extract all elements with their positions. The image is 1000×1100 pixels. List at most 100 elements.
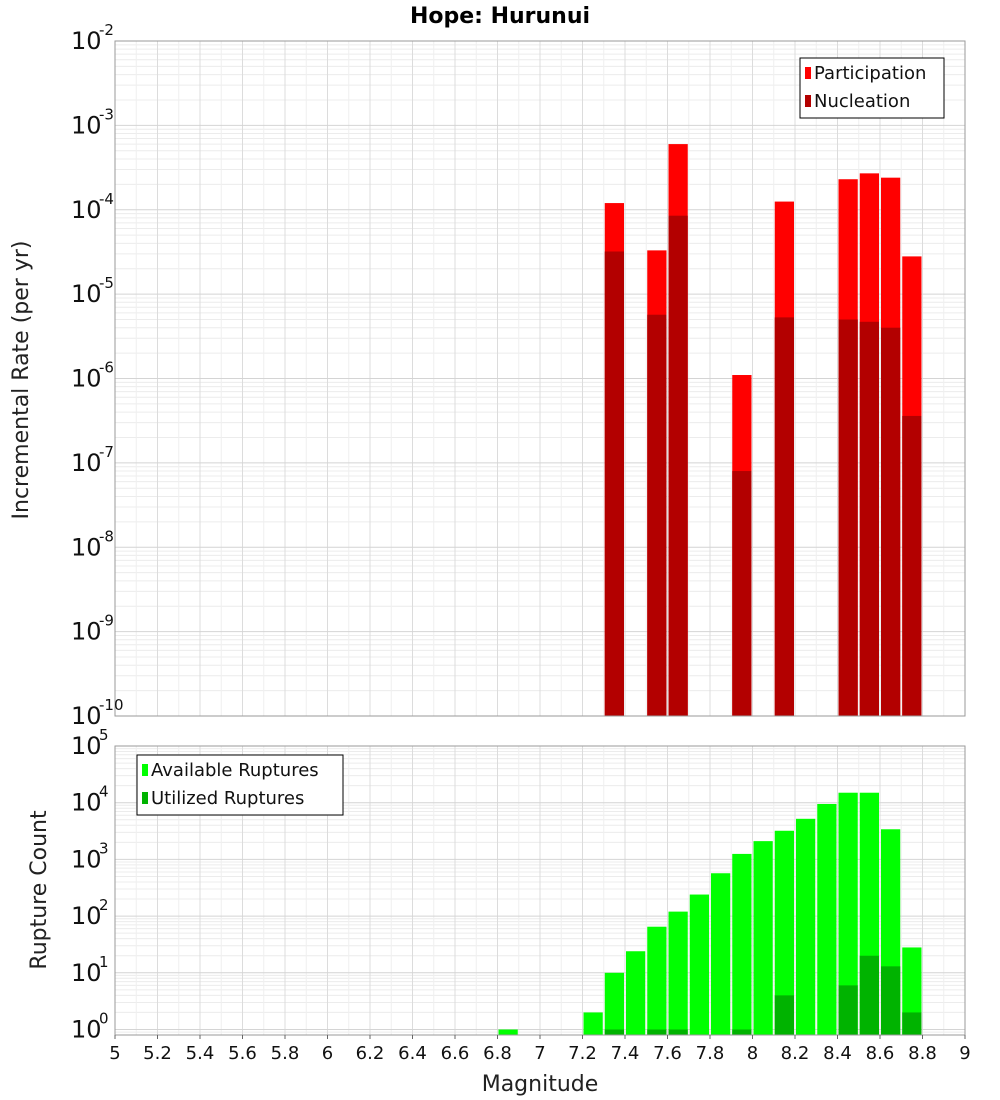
bottom-legend-label: Utilized Ruptures: [151, 788, 304, 809]
top-plot-frame: [114, 40, 966, 717]
x-tick-label: 7.8: [696, 1043, 725, 1064]
x-tick-label: 7.4: [611, 1043, 640, 1064]
top-bar-s2: [774, 317, 794, 716]
x-tick-label: 7: [534, 1043, 545, 1064]
top-y-tick-label: 10: [71, 280, 102, 308]
top-legend-swatch: [805, 67, 811, 79]
x-tick-label: 5.2: [143, 1043, 172, 1064]
x-tick-label: 9: [959, 1043, 970, 1064]
x-axis-label: Magnitude: [482, 1072, 599, 1097]
bottom-bar-s1: [604, 972, 624, 1035]
top-bar-s2: [838, 319, 858, 716]
top-legend-label: Participation: [814, 63, 926, 84]
x-tick-label: 8.4: [823, 1043, 852, 1064]
top-y-tick-exponent: -10: [99, 696, 124, 714]
bottom-y-axis-label: Rupture Count: [27, 810, 52, 970]
top-y-tick-exponent: -4: [99, 190, 114, 208]
top-bar-s2: [668, 215, 688, 717]
bottom-bar-s2: [838, 985, 858, 1035]
top-y-tick-exponent: -7: [99, 443, 114, 461]
top-bar-s2: [859, 321, 879, 716]
bottom-bar-s1: [817, 803, 837, 1035]
bottom-bar-s2: [774, 995, 794, 1035]
top-legend-box: [799, 57, 945, 119]
bottom-y-tick-label: 10: [71, 789, 102, 817]
top-y-tick-label: 10: [71, 533, 102, 561]
bottom-bar-s1: [626, 951, 646, 1035]
top-y-tick-exponent: -6: [99, 359, 114, 377]
bottom-legend-box: [136, 754, 344, 816]
bottom-bar-s1: [753, 841, 773, 1035]
bottom-bar-s1: [774, 830, 794, 1035]
bottom-bar-s2: [604, 1029, 624, 1035]
x-tick-label: 6.4: [398, 1043, 427, 1064]
bottom-bar-s1: [498, 1029, 518, 1035]
top-legend-label: Nucleation: [814, 91, 910, 112]
x-tick-label: 8.2: [781, 1043, 810, 1064]
top-y-tick-label: 10: [71, 449, 102, 477]
top-y-tick-label: 10: [71, 27, 102, 55]
x-tick-label: 8.8: [908, 1043, 937, 1064]
bottom-y-tick-exponent: 5: [99, 726, 109, 744]
bottom-bar-s2: [859, 955, 879, 1035]
top-y-tick-label: 10: [71, 702, 102, 730]
x-tick-label: 7.6: [653, 1043, 682, 1064]
bottom-y-tick-exponent: 0: [99, 1010, 109, 1028]
bottom-bar-s1: [838, 792, 858, 1035]
top-bar-s2: [647, 314, 667, 716]
x-tick-label: 6: [322, 1043, 333, 1064]
bottom-legend: Available Ruptures Utilized Ruptures: [136, 754, 344, 816]
x-tick-label: 5: [109, 1043, 120, 1064]
bottom-legend-swatch: [142, 764, 148, 776]
bottom-bar-s1: [689, 894, 709, 1035]
bottom-bar-s2: [647, 1029, 667, 1035]
bottom-y-tick-label: 10: [71, 1016, 102, 1044]
top-bar-s2: [604, 251, 624, 716]
top-y-tick-label: 10: [71, 618, 102, 646]
x-tick-label: 6.6: [441, 1043, 470, 1064]
bottom-bar-s2: [902, 1012, 922, 1035]
top-y-tick-label: 10: [71, 111, 102, 139]
top-y-axis-label: Incremental Rate (per yr): [9, 241, 34, 520]
top-legend: Participation Nucleation: [799, 57, 945, 119]
top-bar-s2: [732, 471, 752, 716]
x-tick-label: 8.6: [866, 1043, 895, 1064]
bottom-bar-s1: [668, 911, 688, 1035]
bottom-y-tick-label: 10: [71, 732, 102, 760]
bottom-legend-swatch: [142, 792, 148, 804]
bottom-bar-s1: [647, 926, 667, 1035]
top-y-tick-exponent: -2: [99, 21, 114, 39]
bottom-bar-s2: [668, 1029, 688, 1035]
x-tick-label: 5.8: [271, 1043, 300, 1064]
top-y-tick-label: 10: [71, 365, 102, 393]
bottom-y-tick-label: 10: [71, 845, 102, 873]
bottom-bar-s1: [796, 818, 816, 1035]
bottom-bar-s2: [732, 1029, 752, 1035]
bottom-bar-s1: [711, 873, 731, 1035]
top-legend-swatch: [805, 95, 811, 107]
bottom-y-tick-exponent: 3: [99, 839, 109, 857]
top-y-tick-label: 10: [71, 196, 102, 224]
top-bar-s2: [902, 415, 922, 716]
bottom-y-tick-exponent: 4: [99, 783, 109, 801]
bottom-bar-s1: [732, 853, 752, 1035]
x-tick-label: 6.8: [483, 1043, 512, 1064]
top-y-tick-exponent: -9: [99, 612, 114, 630]
x-tick-label: 5.6: [228, 1043, 257, 1064]
bottom-y-tick-label: 10: [71, 959, 102, 987]
bottom-legend-label: Available Ruptures: [151, 760, 319, 781]
bottom-y-tick-exponent: 2: [99, 896, 109, 914]
x-tick-label: 7.2: [568, 1043, 597, 1064]
x-tick-label: 8: [747, 1043, 758, 1064]
top-y-tick-exponent: -3: [99, 105, 114, 123]
top-panel: 10-1010-910-810-710-610-510-410-310-2Par…: [71, 21, 966, 730]
bottom-y-tick-exponent: 1: [99, 953, 109, 971]
bottom-bar-s1: [583, 1012, 603, 1035]
bottom-y-tick-label: 10: [71, 902, 102, 930]
chart-title: Hope: Hurunui: [410, 4, 590, 29]
top-bar-s2: [881, 327, 901, 716]
top-y-tick-exponent: -8: [99, 527, 114, 545]
bottom-bar-s2: [881, 966, 901, 1035]
